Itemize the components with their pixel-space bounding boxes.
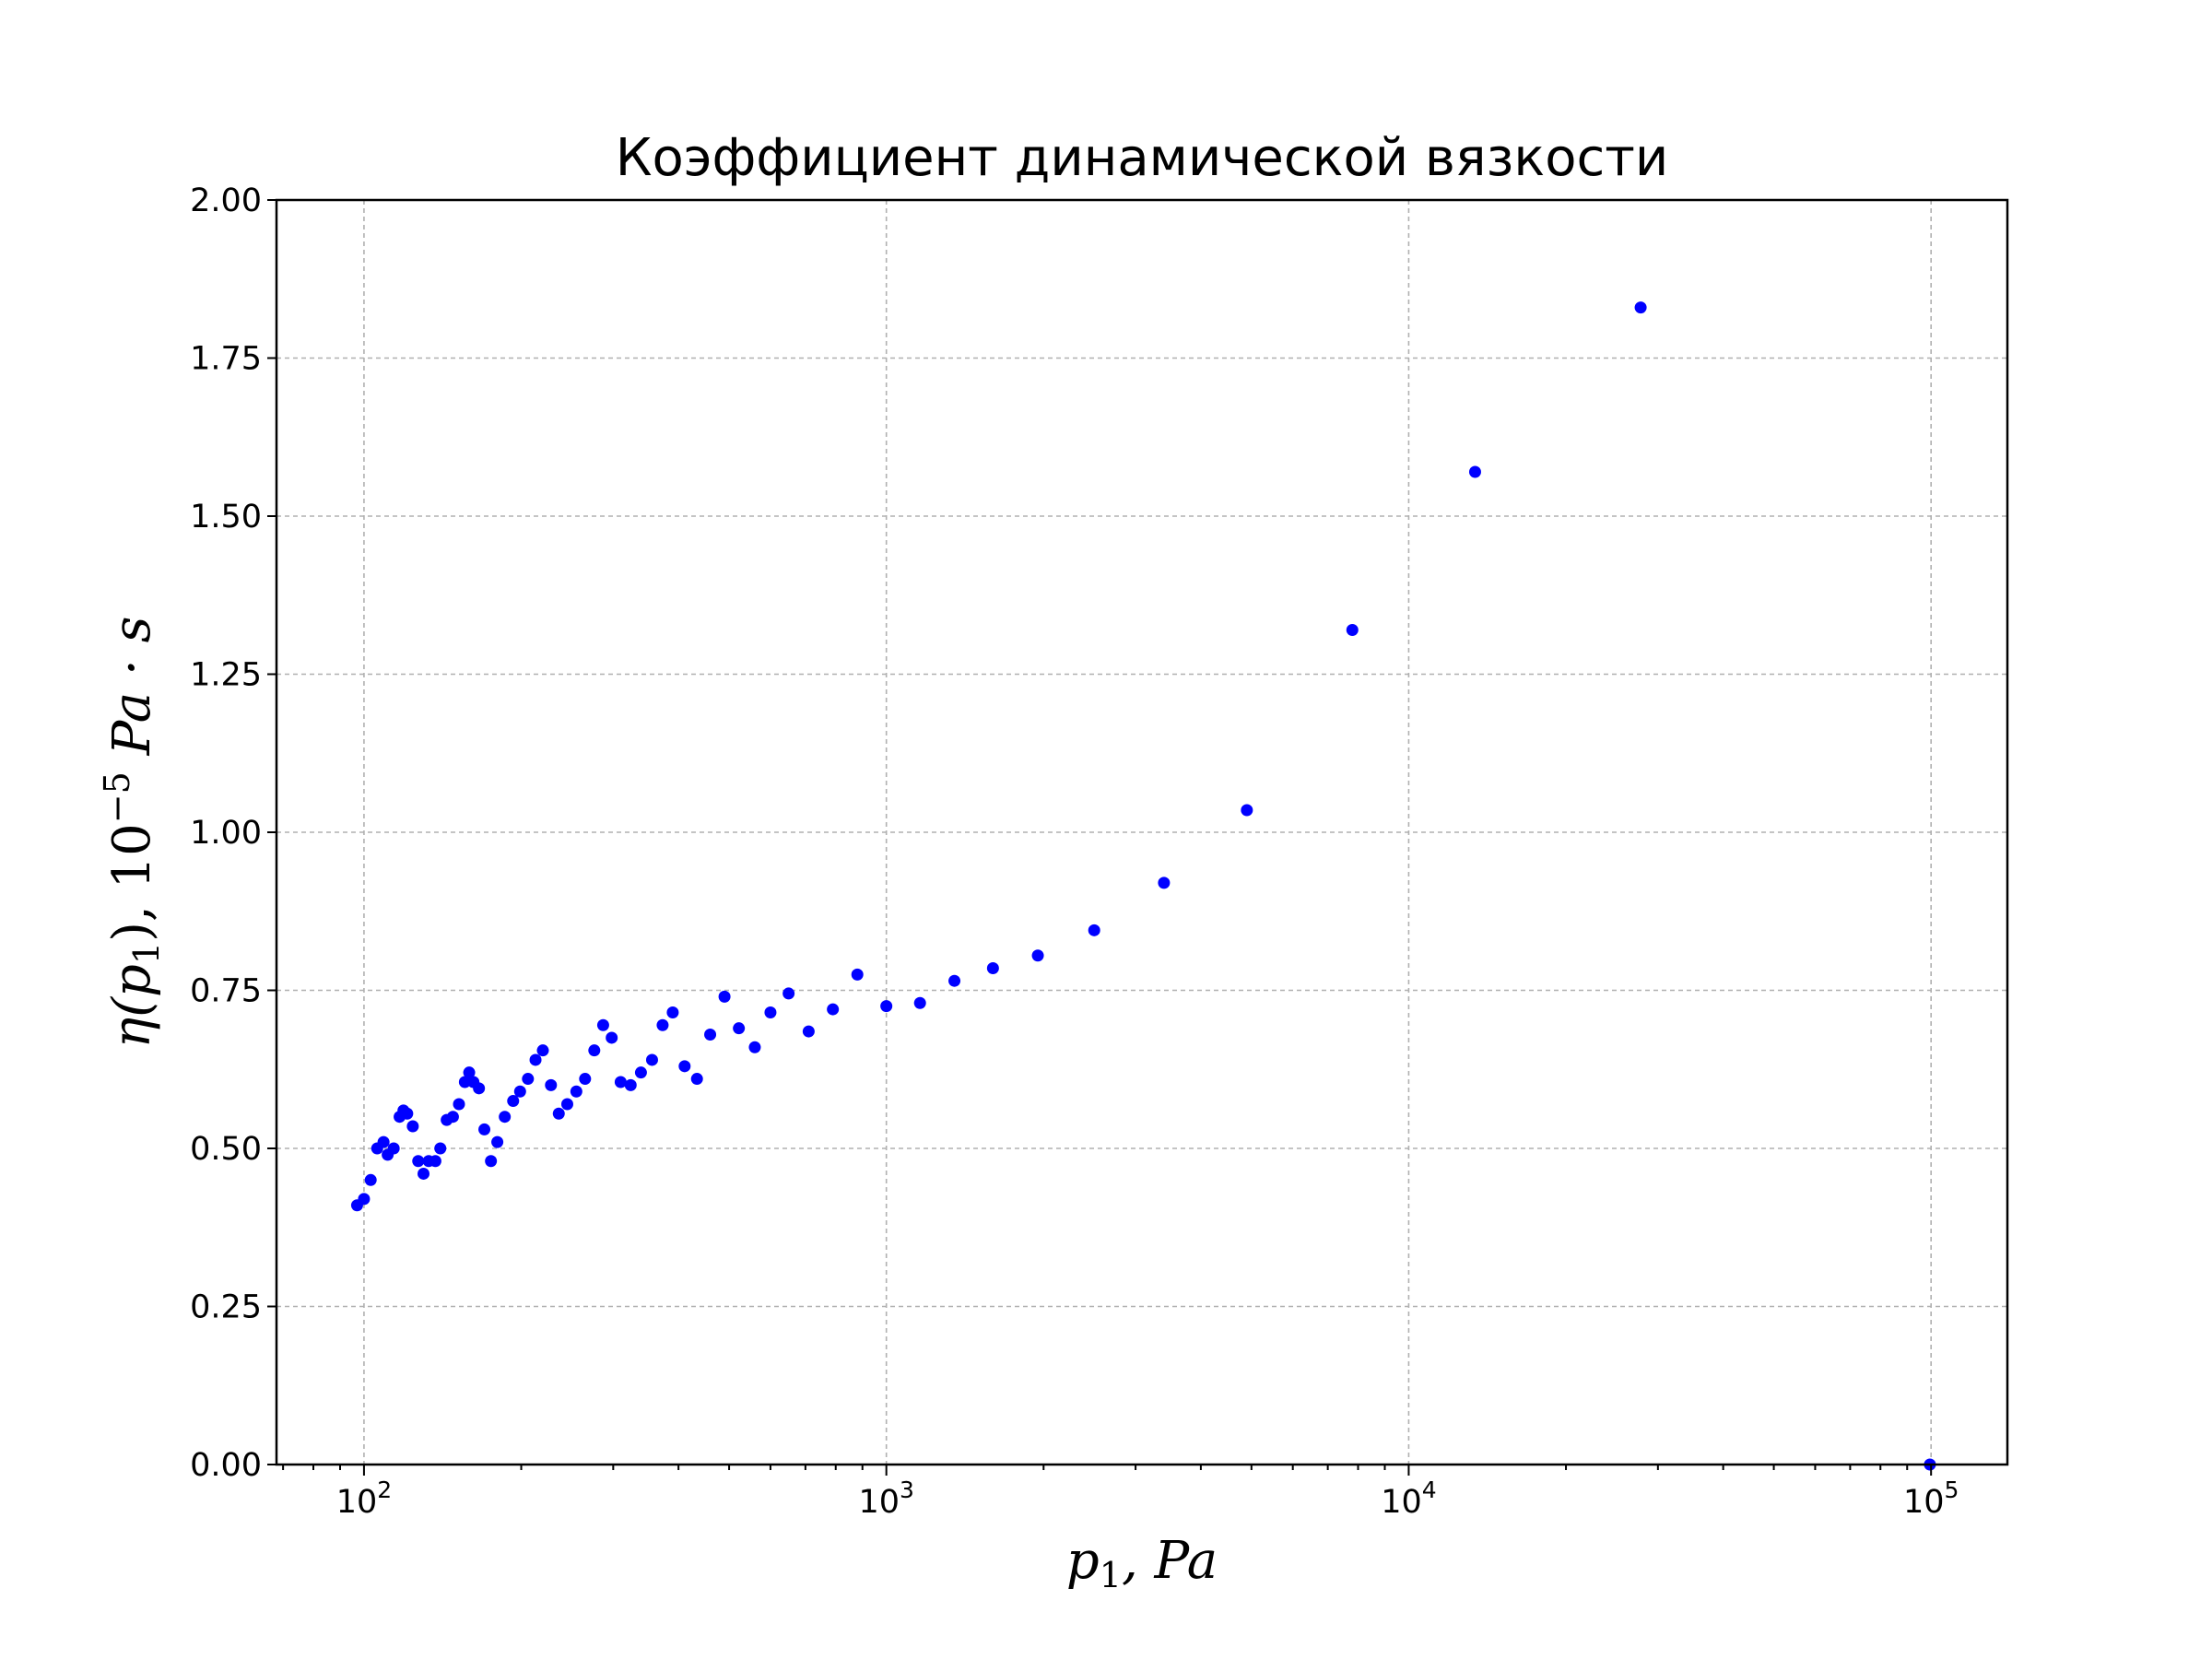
data-point <box>406 1120 419 1133</box>
data-point <box>1158 877 1171 889</box>
data-point <box>827 1003 840 1016</box>
data-point <box>570 1085 582 1098</box>
data-point <box>401 1107 414 1120</box>
x-axis-label-sub: 1 <box>1100 1555 1122 1595</box>
data-points <box>350 301 1936 1471</box>
y-tick-label: 0.75 <box>190 973 262 1010</box>
data-point <box>478 1123 491 1135</box>
x-tick-label: 104 <box>1381 1477 1436 1521</box>
y-axis-label-main: η(p <box>102 964 162 1048</box>
x-tick-label: 102 <box>336 1477 392 1521</box>
x-axis-label-base: p <box>1066 1531 1100 1591</box>
data-point <box>596 1018 609 1031</box>
data-point <box>552 1107 565 1120</box>
data-point <box>782 987 795 1000</box>
data-point <box>1468 465 1481 478</box>
data-point <box>446 1111 459 1124</box>
y-tick-label: 1.25 <box>190 657 262 694</box>
data-point <box>499 1111 512 1124</box>
data-point <box>748 1041 761 1053</box>
y-tick-label: 1.50 <box>190 499 262 535</box>
tick-labels: 0.00 0.25 0.50 0.75 1.00 1.25 1.50 1.75 2.00 102 1… <box>190 182 1959 1521</box>
data-point <box>458 1076 471 1088</box>
y-tick-label: 0.25 <box>190 1289 262 1326</box>
x-axis-label-unit: Pa <box>1154 1531 1218 1591</box>
data-point <box>1241 804 1253 817</box>
y-axis-label-unit: Pa · s <box>102 617 162 757</box>
data-point <box>704 1029 717 1041</box>
x-axis-label: p1, Pa <box>1066 1531 1218 1595</box>
data-point <box>434 1142 447 1155</box>
data-point <box>412 1155 425 1168</box>
data-point <box>1346 623 1359 636</box>
data-point <box>522 1073 535 1086</box>
data-point <box>634 1066 647 1079</box>
data-point <box>387 1142 400 1155</box>
data-point <box>536 1044 549 1057</box>
data-point <box>948 974 961 987</box>
data-point <box>1634 301 1647 314</box>
data-point <box>880 1000 893 1013</box>
data-point <box>614 1076 627 1088</box>
data-point <box>690 1073 703 1086</box>
data-point <box>645 1053 658 1066</box>
data-point <box>802 1025 815 1038</box>
data-point <box>529 1053 542 1066</box>
y-tick-label: 2.00 <box>190 182 262 219</box>
y-axis-label-sub: 1 <box>126 942 167 964</box>
data-point <box>733 1022 746 1035</box>
data-point <box>606 1031 618 1044</box>
tick-layer <box>267 199 1933 1476</box>
y-tick-label: 1.75 <box>190 341 262 378</box>
grid-layer <box>276 199 2007 1465</box>
y-tick-label: 0.50 <box>190 1131 262 1168</box>
data-point <box>473 1082 486 1095</box>
data-point <box>418 1167 430 1180</box>
x-tick-label: 103 <box>858 1477 913 1521</box>
data-point <box>764 1006 777 1019</box>
y-axis-label-exp: −5 <box>97 771 137 823</box>
data-point <box>560 1098 573 1111</box>
data-point <box>429 1155 441 1168</box>
data-point <box>851 968 864 981</box>
data-point <box>513 1085 526 1098</box>
data-point <box>656 1018 669 1031</box>
data-point <box>588 1044 601 1057</box>
y-tick-label: 0.00 <box>190 1447 262 1484</box>
data-point <box>364 1173 377 1186</box>
data-point <box>1088 924 1100 936</box>
data-point <box>678 1060 691 1073</box>
data-point <box>545 1078 558 1091</box>
data-point <box>377 1135 390 1148</box>
data-point <box>913 996 926 1009</box>
data-point <box>453 1098 465 1111</box>
data-point <box>986 961 999 974</box>
data-point <box>666 1006 679 1019</box>
data-point <box>718 990 731 1003</box>
y-axis-label: η(p1), 10−5 Pa · s <box>97 617 167 1049</box>
y-tick-label: 1.00 <box>190 815 262 852</box>
x-tick-label: 105 <box>1903 1477 1959 1521</box>
data-point <box>579 1073 592 1086</box>
chart-title: Коэффициент динамической вязкости <box>616 128 1669 188</box>
y-axis-label-mid: ), 10 <box>102 823 162 942</box>
data-point <box>358 1193 371 1206</box>
data-point <box>624 1078 637 1091</box>
data-point <box>485 1155 498 1168</box>
data-point <box>463 1066 476 1079</box>
data-point <box>507 1095 520 1108</box>
data-point <box>1031 949 1044 962</box>
data-point <box>491 1135 504 1148</box>
